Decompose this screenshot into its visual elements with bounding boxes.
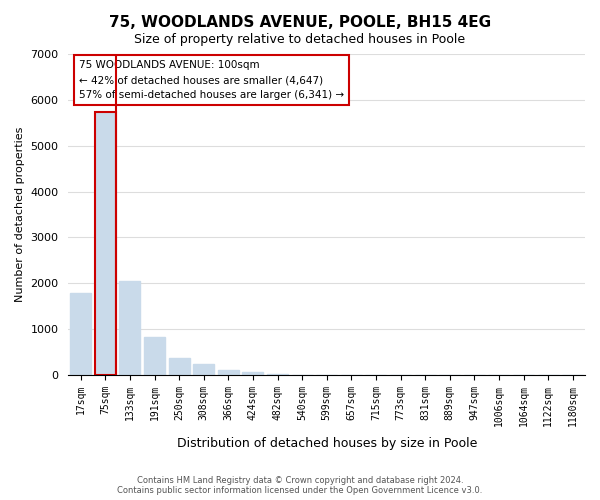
Y-axis label: Number of detached properties: Number of detached properties <box>15 127 25 302</box>
Text: 75 WOODLANDS AVENUE: 100sqm
← 42% of detached houses are smaller (4,647)
57% of : 75 WOODLANDS AVENUE: 100sqm ← 42% of det… <box>79 60 344 100</box>
Bar <box>267 374 288 375</box>
Text: 75, WOODLANDS AVENUE, POOLE, BH15 4EG: 75, WOODLANDS AVENUE, POOLE, BH15 4EG <box>109 15 491 30</box>
Bar <box>144 336 165 375</box>
Bar <box>169 358 190 375</box>
Bar <box>95 112 116 375</box>
Text: Size of property relative to detached houses in Poole: Size of property relative to detached ho… <box>134 32 466 46</box>
Bar <box>193 364 214 375</box>
Bar <box>218 370 239 375</box>
Bar <box>242 372 263 375</box>
Bar <box>70 293 91 375</box>
X-axis label: Distribution of detached houses by size in Poole: Distribution of detached houses by size … <box>176 437 477 450</box>
Text: Contains HM Land Registry data © Crown copyright and database right 2024.
Contai: Contains HM Land Registry data © Crown c… <box>118 476 482 495</box>
Bar <box>119 282 140 375</box>
